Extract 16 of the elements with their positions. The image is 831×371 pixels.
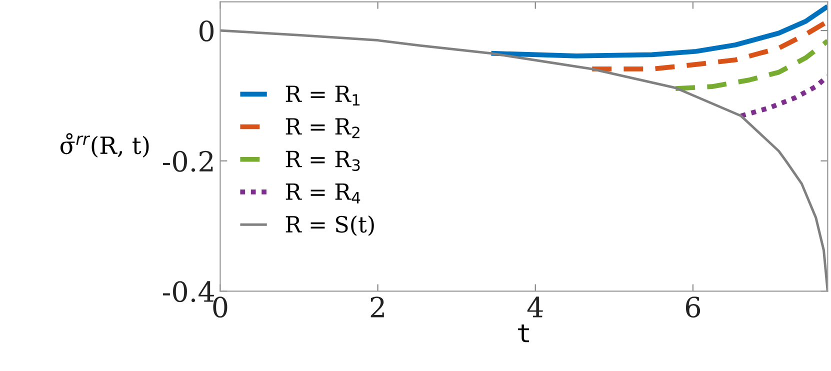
legend-label: R = R$_{1}$ <box>286 86 360 106</box>
y-tick-label: 0 <box>200 20 214 42</box>
x-tick-label: 6 <box>686 296 700 318</box>
y-tick-label: -0.2 <box>163 150 213 172</box>
x-tick-label: 2 <box>370 296 384 318</box>
x-axis-title: t <box>518 324 530 342</box>
y-tick-label: -0.4 <box>163 281 214 302</box>
x-tick-label: 4 <box>527 296 543 318</box>
legend-label: R = R$_{2}$ <box>286 118 360 138</box>
line-series <box>673 38 828 91</box>
y-axis-title: σ̊$^{rr}$(R, t) <box>60 133 149 158</box>
legend-label: R = S(t) <box>286 215 374 236</box>
x-tick-label: 0 <box>213 296 228 318</box>
legend-label: R = R$_{4}$ <box>286 184 360 204</box>
legend-label: R = R$_{3}$ <box>286 150 360 171</box>
line-series <box>738 74 828 118</box>
